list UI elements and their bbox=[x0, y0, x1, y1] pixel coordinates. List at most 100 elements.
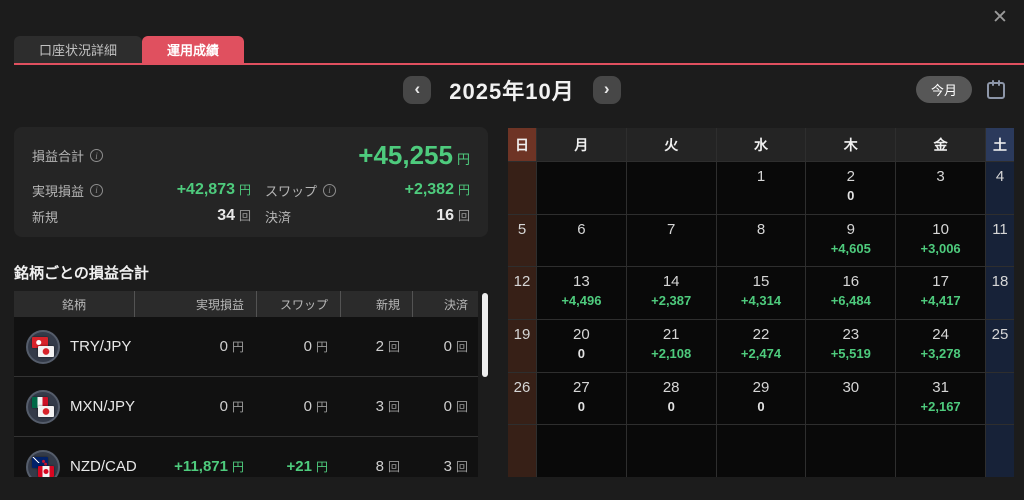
this-month-button[interactable]: 今月 bbox=[915, 76, 972, 103]
info-icon[interactable]: i bbox=[90, 149, 104, 162]
calendar-date: 18 bbox=[991, 273, 1009, 291]
calendar-day-value: +3,278 bbox=[920, 346, 961, 361]
calendar-day-cell: 29 0 bbox=[716, 372, 806, 425]
value-cell: +11,871 円 bbox=[134, 437, 256, 477]
symbol-table-header: 銘柄 実現損益 スワップ 新規 決済 bbox=[14, 291, 478, 317]
calendar-date: 10 bbox=[932, 220, 949, 238]
calendar-day-cell: 17 +4,417 bbox=[896, 267, 985, 319]
symbol-name: MXN/JPY bbox=[70, 398, 136, 415]
col-header-realized: 実現損益 bbox=[134, 291, 256, 317]
close-icon[interactable]: ✕ bbox=[992, 7, 1008, 28]
mxn-flag-icon bbox=[32, 396, 48, 408]
cell-value: 8 bbox=[375, 458, 384, 475]
table-row[interactable]: TRY/JPY 0 円 0 円 2 回 0 回 bbox=[14, 317, 478, 377]
swap-label: スワップ bbox=[265, 183, 318, 199]
tab-underline bbox=[14, 63, 1024, 65]
cell-unit: 回 bbox=[387, 340, 400, 354]
calendar-date: 22 bbox=[752, 326, 770, 343]
calendar-date: 25 bbox=[991, 326, 1009, 343]
value-cell: +21 円 bbox=[256, 437, 340, 477]
calendar-weekday: 土 bbox=[986, 128, 1014, 161]
symbol-cell: NZD/CAD bbox=[14, 437, 137, 477]
calendar-day-cell bbox=[986, 372, 1014, 425]
symbol-cell: MXN/JPY bbox=[14, 377, 136, 436]
calendar-date: 17 bbox=[932, 273, 949, 291]
calendar-icon[interactable] bbox=[984, 78, 1008, 102]
tab-performance[interactable]: 運用成績 bbox=[142, 36, 245, 63]
table-row[interactable]: MXN/JPY 0 円 0 円 3 回 0 回 bbox=[14, 377, 478, 437]
total-pl-unit: 円 bbox=[456, 152, 470, 167]
calendar-day-cell: 1 bbox=[716, 162, 806, 214]
col-header-symbol: 銘柄 bbox=[61, 297, 86, 312]
calendar-day-value: +4,496 bbox=[561, 293, 602, 309]
cell-value: 2 bbox=[375, 338, 384, 355]
realized-pl-label: 実現損益 bbox=[32, 183, 85, 199]
calendar-day-value: +4,314 bbox=[740, 293, 782, 309]
col-header-settle: 決済 bbox=[412, 291, 478, 317]
calendar-day-cell bbox=[537, 162, 626, 214]
try-flag-icon bbox=[32, 336, 48, 348]
calendar-date: 12 bbox=[513, 273, 531, 291]
calendar-day-cell: 31 +2,167 bbox=[896, 372, 985, 425]
cell-value: 0 bbox=[443, 338, 452, 355]
table-scrollbar[interactable] bbox=[482, 293, 488, 377]
calendar-day-value: +2,474 bbox=[740, 346, 782, 361]
calendar-day-cell: 23 +5,519 bbox=[806, 320, 896, 372]
col-header-swap: スワップ bbox=[256, 291, 340, 317]
calendar-day-cell: 9 +4,605 bbox=[806, 214, 896, 267]
symbol-section-title: 銘柄ごとの損益合計 bbox=[14, 265, 149, 282]
calendar-date: 29 bbox=[752, 378, 770, 396]
prev-month-button[interactable]: ‹ bbox=[403, 76, 432, 104]
calendar-date: 26 bbox=[513, 378, 531, 396]
calendar-day-cell bbox=[626, 425, 716, 477]
calendar-day-cell bbox=[986, 425, 1014, 477]
calendar-date: 28 bbox=[662, 378, 680, 396]
cell-unit: 円 bbox=[315, 460, 328, 474]
calendar-day-cell bbox=[508, 425, 536, 477]
calendar-date: 20 bbox=[573, 326, 590, 343]
calendar-day-cell: 12 bbox=[508, 267, 536, 319]
info-icon[interactable]: i bbox=[323, 183, 337, 197]
tab-account-status[interactable]: 口座状況詳細 bbox=[14, 36, 143, 63]
calendar-date: 19 bbox=[513, 326, 531, 343]
calendar-day-value: +2,108 bbox=[651, 346, 692, 361]
calendar-day-cell bbox=[626, 162, 716, 214]
calendar-date: 3 bbox=[936, 168, 945, 185]
cell-unit: 回 bbox=[455, 340, 468, 354]
cell-value: 0 bbox=[219, 338, 228, 355]
table-row[interactable]: NZD/CAD +11,871 円 +21 円 8 回 3 回 bbox=[14, 437, 478, 477]
cell-value: +21 bbox=[286, 458, 312, 475]
calendar-day-cell: 16 +6,484 bbox=[806, 267, 896, 319]
calendar-weekday: 木 bbox=[806, 128, 896, 161]
calendar-date: 5 bbox=[517, 220, 527, 238]
total-pl-label-group: 損益合計 i bbox=[32, 146, 104, 165]
cell-value: 3 bbox=[443, 458, 452, 475]
symbol-table: 銘柄 実現損益 スワップ 新規 決済 TRY/JPY 0 円 0 円 2 回 0 回 MXN/JP… bbox=[14, 291, 488, 477]
calendar-day-cell bbox=[716, 425, 806, 477]
jpy-flag-icon bbox=[38, 345, 54, 357]
tab-bar: 口座状況詳細 運用成績 bbox=[14, 36, 245, 63]
calendar-day-cell bbox=[806, 425, 896, 477]
cell-value: 0 bbox=[443, 398, 452, 415]
calendar-day-cell: 15 +4,314 bbox=[716, 267, 806, 319]
calendar-date: 15 bbox=[752, 273, 770, 291]
realized-pl-label-group: 実現損益 i bbox=[32, 181, 104, 200]
calendar-date: 13 bbox=[573, 273, 590, 291]
calendar-day-cell: 6 bbox=[537, 214, 626, 267]
total-pl-value: +45,255 円 bbox=[358, 140, 470, 170]
calendar-day-cell: 27 0 bbox=[537, 372, 626, 425]
cell-unit: 円 bbox=[231, 460, 244, 474]
calendar-day-cell: 11 bbox=[986, 214, 1014, 267]
info-icon[interactable]: i bbox=[90, 183, 104, 197]
calendar-date: 16 bbox=[842, 273, 860, 291]
calendar-weekday: 月 bbox=[537, 128, 626, 161]
calendar-day-cell: 5 bbox=[508, 214, 536, 267]
realized-pl-value: +42,873 円 bbox=[176, 181, 251, 198]
cad-flag-icon bbox=[38, 465, 54, 477]
next-month-button[interactable]: › bbox=[592, 76, 621, 104]
